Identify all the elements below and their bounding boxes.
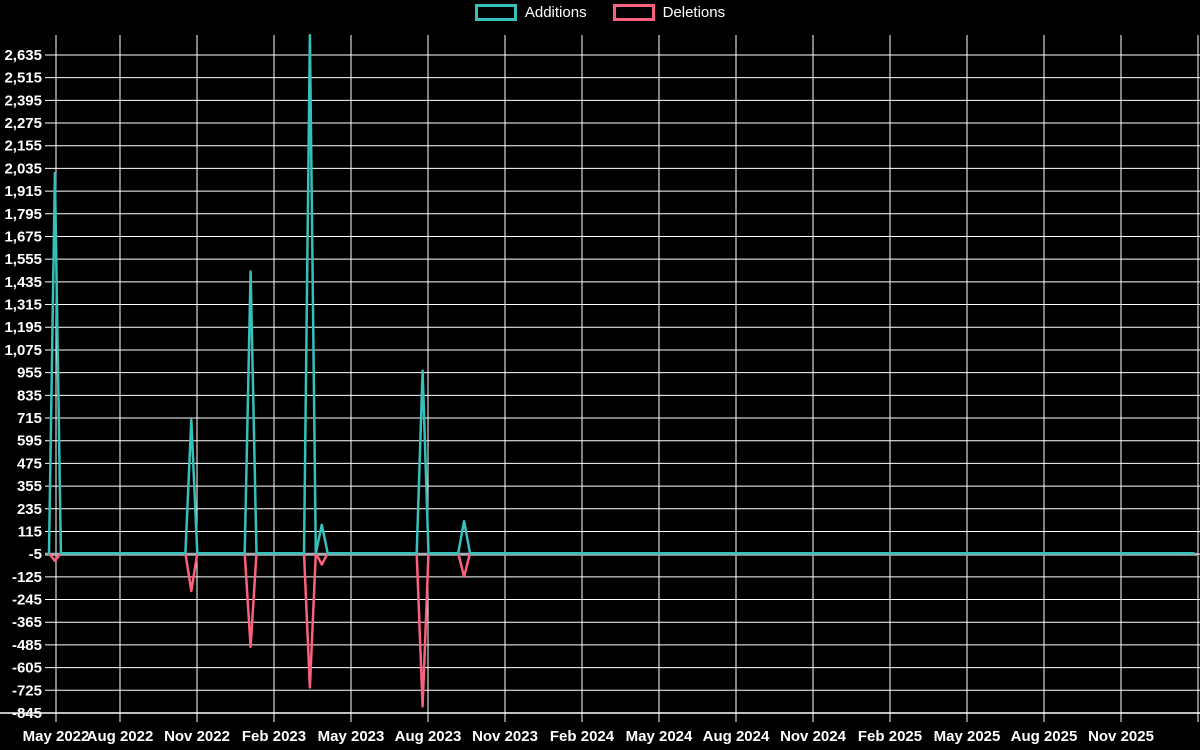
- svg-text:Aug 2025: Aug 2025: [1011, 728, 1078, 745]
- svg-text:-485: -485: [12, 637, 42, 654]
- svg-text:May 2025: May 2025: [934, 728, 1001, 745]
- svg-text:235: 235: [17, 501, 42, 518]
- svg-text:-725: -725: [12, 682, 42, 699]
- svg-text:-845: -845: [12, 705, 42, 722]
- svg-text:115: 115: [18, 523, 42, 540]
- svg-text:1,555: 1,555: [4, 251, 42, 268]
- svg-text:Aug 2022: Aug 2022: [87, 728, 154, 745]
- svg-text:2,635: 2,635: [4, 47, 42, 64]
- svg-text:-245: -245: [12, 592, 42, 609]
- svg-text:-365: -365: [12, 614, 42, 631]
- legend-item-deletions[interactable]: Deletions: [612, 4, 726, 21]
- svg-text:1,075: 1,075: [4, 342, 42, 359]
- legend-label-deletions: Deletions: [662, 4, 726, 21]
- svg-text:Nov 2022: Nov 2022: [164, 728, 230, 745]
- svg-text:Nov 2025: Nov 2025: [1088, 728, 1154, 745]
- svg-text:Feb 2025: Feb 2025: [858, 728, 922, 745]
- svg-text:1,675: 1,675: [4, 228, 42, 245]
- legend-label-additions: Additions: [524, 4, 587, 21]
- deletions-swatch-icon: [612, 4, 655, 21]
- series-layer: [47, 33, 1195, 708]
- svg-text:1,435: 1,435: [4, 274, 42, 291]
- svg-text:Aug 2023: Aug 2023: [395, 728, 462, 745]
- svg-text:-5: -5: [29, 546, 42, 563]
- svg-text:May 2023: May 2023: [318, 728, 385, 745]
- additions-swatch-icon: [474, 4, 517, 21]
- svg-text:Feb 2024: Feb 2024: [550, 728, 615, 745]
- svg-text:1,195: 1,195: [4, 319, 42, 336]
- svg-text:Feb 2023: Feb 2023: [242, 728, 306, 745]
- svg-text:715: 715: [17, 410, 42, 427]
- svg-text:2,275: 2,275: [4, 115, 42, 132]
- svg-text:2,035: 2,035: [4, 160, 42, 177]
- svg-text:955: 955: [17, 365, 42, 382]
- svg-text:595: 595: [17, 433, 42, 450]
- svg-text:2,155: 2,155: [4, 138, 42, 155]
- svg-text:2,395: 2,395: [4, 92, 42, 109]
- svg-text:-125: -125: [12, 569, 42, 586]
- chart-legend: Additions Deletions: [0, 4, 1200, 21]
- gridlines-layer: [0, 35, 1200, 722]
- svg-text:475: 475: [17, 455, 42, 472]
- legend-item-additions[interactable]: Additions: [474, 4, 587, 21]
- svg-text:Aug 2024: Aug 2024: [703, 728, 770, 745]
- svg-text:-605: -605: [12, 660, 42, 677]
- svg-text:835: 835: [17, 387, 42, 404]
- svg-text:Nov 2024: Nov 2024: [780, 728, 847, 745]
- svg-text:355: 355: [17, 478, 42, 495]
- svg-text:May 2022: May 2022: [23, 728, 90, 745]
- svg-text:1,315: 1,315: [4, 297, 42, 314]
- svg-text:2,515: 2,515: [4, 70, 42, 87]
- svg-text:May 2024: May 2024: [626, 728, 693, 745]
- svg-text:1,915: 1,915: [4, 183, 42, 200]
- svg-text:Nov 2023: Nov 2023: [472, 728, 538, 745]
- svg-text:1,795: 1,795: [4, 206, 42, 223]
